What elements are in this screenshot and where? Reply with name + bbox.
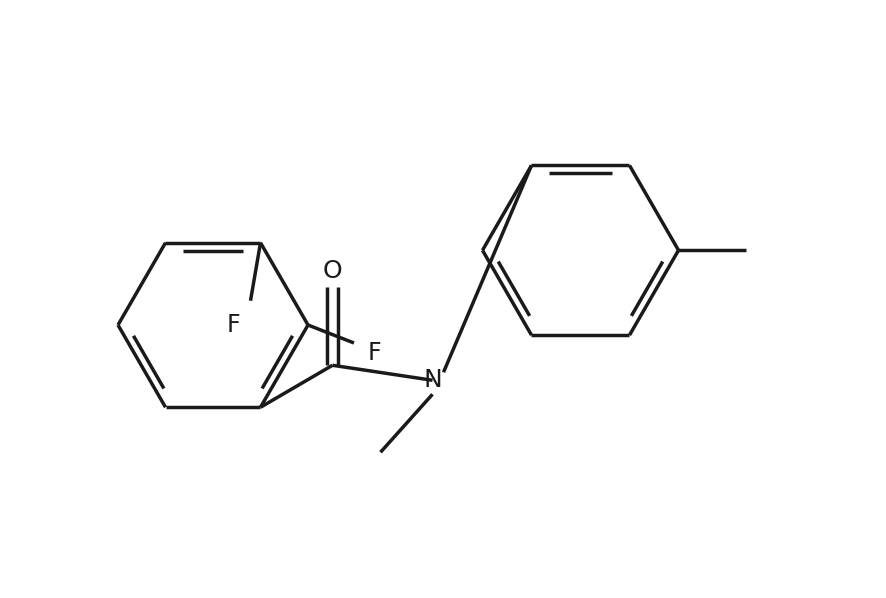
Text: F: F xyxy=(367,341,381,365)
Text: O: O xyxy=(323,260,342,283)
Text: F: F xyxy=(227,313,240,337)
Text: N: N xyxy=(424,368,442,392)
